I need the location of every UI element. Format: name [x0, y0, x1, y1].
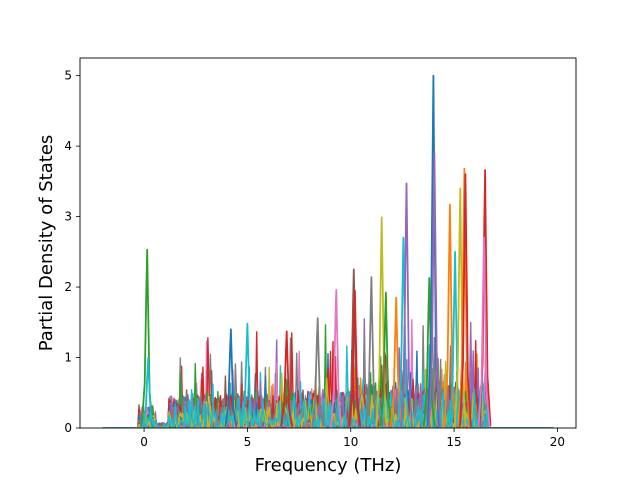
x-tick-label: 15 [446, 435, 461, 449]
x-tick-label: 20 [550, 435, 565, 449]
pdos-peak-line [428, 152, 441, 427]
pdos-peak-line [224, 328, 238, 427]
y-tick-label: 0 [64, 421, 72, 435]
y-tick-label: 2 [64, 280, 72, 294]
pdos-peak-line [458, 167, 471, 427]
pdos-peak-line [329, 288, 343, 427]
x-axis-label: Frequency (THz) [255, 455, 402, 476]
pdos-peak-line [365, 276, 378, 427]
pdos-peak-line [379, 291, 393, 427]
x-tick-label: 10 [343, 435, 358, 449]
y-axis-ticks: 0 1 2 3 4 5 [64, 69, 80, 435]
pdos-peak-line [397, 236, 410, 427]
pdos-peak-line [311, 317, 324, 427]
pdos-peak-line [448, 250, 462, 427]
pdos-series-line [102, 344, 554, 428]
y-tick-label: 1 [64, 351, 72, 365]
pdos-peak-line [389, 296, 403, 427]
y-axis-label: Partial Density of States [36, 135, 57, 352]
x-axis-ticks: 0 5 10 15 20 [140, 428, 565, 449]
x-tick-label: 0 [140, 435, 148, 449]
pdos-peak-line [241, 322, 254, 427]
y-tick-label: 3 [64, 210, 72, 224]
y-tick-label: 5 [64, 69, 72, 83]
pdos-peak-line [280, 330, 293, 427]
pdos-peak-line [400, 182, 413, 427]
pdos-peak-line [141, 356, 155, 427]
pdos-peak-line [477, 236, 491, 427]
pdos-peak-line [459, 173, 472, 427]
pdos-peak-line [348, 289, 362, 427]
axes-frame [79, 57, 577, 429]
pdos-peak-line [347, 268, 361, 427]
y-tick-label: 4 [64, 139, 72, 153]
pdos-peak-line [422, 276, 436, 427]
x-tick-label: 5 [244, 435, 252, 449]
